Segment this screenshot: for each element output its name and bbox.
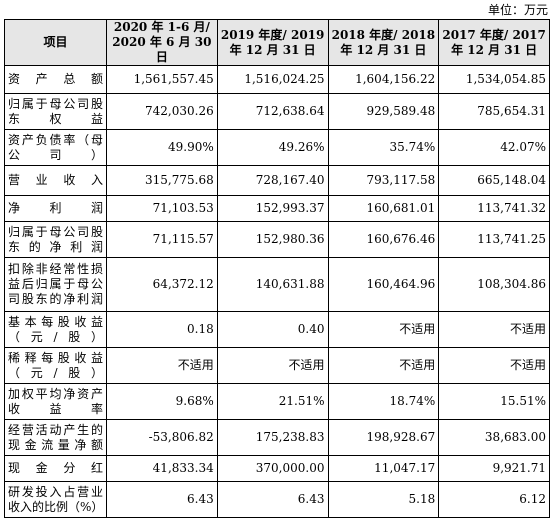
header-2017: 2017 年度/ 2017 年 12 月 31 日 (438, 19, 550, 66)
row-label: 净利润 (4, 195, 107, 222)
header-item: 项目 (4, 19, 107, 66)
cell-value: 665,148.04 (438, 165, 550, 196)
cell-value: 1,534,054.85 (438, 65, 550, 94)
header-2020-h1: 2020 年 1-6 月/ 2020 年 6 月 30 日 (106, 19, 218, 66)
table-row: 归属于母公司股东的净利润 71,115.57 152,980.36 160,676.4… (4, 221, 550, 258)
cell-value: 370,000.00 (216, 455, 329, 482)
cell-value: 15.51% (438, 383, 550, 420)
cell-value: 6.12 (438, 481, 550, 518)
row-label: 基本每股收益（元/股） (4, 311, 107, 348)
cell-value: 6.43 (106, 481, 218, 518)
cell-value: 6.43 (216, 481, 329, 518)
cell-value: 71,103.53 (106, 195, 218, 222)
cell-value: 315,775.68 (106, 165, 218, 196)
table-row: 稀释每股收益（元/股） 不适用 不适用 不适用 不适用 (4, 347, 550, 384)
cell-value: 160,464.96 (327, 257, 440, 312)
table-row: 基本每股收益（元/股） 0.18 0.40 不适用 不适用 (4, 311, 550, 348)
cell-value: 11,047.17 (327, 455, 440, 482)
cell-value: 不适用 (106, 347, 218, 384)
row-label: 归属于母公司股东权益 (4, 93, 107, 130)
row-label: 资产负债率（母公司） (4, 129, 107, 166)
row-label: 现金分红 (4, 455, 107, 482)
cell-value: 113,741.32 (438, 195, 550, 222)
cell-value: 152,980.36 (216, 221, 329, 258)
cell-value: 175,238.83 (216, 419, 329, 456)
cell-value: -53,806.82 (106, 419, 218, 456)
cell-value: 不适用 (216, 347, 329, 384)
cell-value: 160,676.46 (327, 221, 440, 258)
cell-value: 不适用 (327, 311, 440, 348)
cell-value: 113,741.25 (438, 221, 550, 258)
cell-value: 160,681.01 (327, 195, 440, 222)
row-label: 研发投入占营业收入的比例（%） (4, 481, 107, 518)
financial-summary-table: 项目 2020 年 1-6 月/ 2020 年 6 月 30 日 2019 年度… (4, 19, 550, 518)
cell-value: 38,683.00 (438, 419, 550, 456)
cell-value: 不适用 (438, 347, 550, 384)
cell-value: 793,117.58 (327, 165, 440, 196)
table-row: 加权平均净资产收益率 9.68% 21.51% 18.74% 15.51% (4, 383, 550, 420)
header-2019: 2019 年度/ 2019 年 12 月 31 日 (216, 19, 329, 66)
cell-value: 不适用 (327, 347, 440, 384)
cell-value: 49.26% (216, 129, 329, 166)
cell-value: 140,631.88 (216, 257, 329, 312)
cell-value: 9.68% (106, 383, 218, 420)
cell-value: 929,589.48 (327, 93, 440, 130)
row-label: 稀释每股收益（元/股） (4, 347, 107, 384)
cell-value: 5.18 (327, 481, 440, 518)
cell-value: 18.74% (327, 383, 440, 420)
row-label: 加权平均净资产收益率 (4, 383, 107, 420)
row-label: 扣除非经常性损益后归属于母公司股东的净利润 (4, 257, 107, 312)
cell-value: 71,115.57 (106, 221, 218, 258)
row-label: 归属于母公司股东的净利润 (4, 221, 107, 258)
table-row: 营业收入 315,775.68 728,167.40 793,117.58 665,14… (4, 165, 550, 196)
cell-value: 712,638.64 (216, 93, 329, 130)
cell-value: 49.90% (106, 129, 218, 166)
table-row: 归属于母公司股东权益 742,030.26 712,638.64 929,589.48… (4, 93, 550, 130)
cell-value: 42.07% (438, 129, 550, 166)
table-row: 资产负债率（母公司） 49.90% 49.26% 35.74% 42.07% (4, 129, 550, 166)
row-label: 资产总额 (4, 65, 107, 94)
table-row: 经营活动产生的现金流量净额 -53,806.82 175,238.83 198,928… (4, 419, 550, 456)
table-row: 现金分红 41,833.34 370,000.00 11,047.17 9,921.71 (4, 455, 550, 482)
unit-label: 单位：万元 (487, 3, 548, 17)
cell-value: 198,928.67 (327, 419, 440, 456)
cell-value: 41,833.34 (106, 455, 218, 482)
cell-value: 不适用 (438, 311, 550, 348)
cell-value: 1,561,557.45 (106, 65, 218, 94)
cell-value: 742,030.26 (106, 93, 218, 130)
table-row: 净利润 71,103.53 152,993.37 160,681.01 113,741.… (4, 195, 550, 222)
cell-value: 9,921.71 (438, 455, 550, 482)
cell-value: 785,654.31 (438, 93, 550, 130)
cell-value: 108,304.86 (438, 257, 550, 312)
table-row: 资产总额 1,561,557.45 1,516,024.25 1,604,156.22… (4, 65, 550, 94)
table-header-row: 项目 2020 年 1-6 月/ 2020 年 6 月 30 日 2019 年度… (4, 19, 550, 66)
cell-value: 1,604,156.22 (327, 65, 440, 94)
cell-value: 21.51% (216, 383, 329, 420)
cell-value: 152,993.37 (216, 195, 329, 222)
cell-value: 0.18 (106, 311, 218, 348)
header-2018: 2018 年度/ 2018 年 12 月 31 日 (327, 19, 440, 66)
table-row: 扣除非经常性损益后归属于母公司股东的净利润 64,372.12 140,631.88… (4, 257, 550, 312)
cell-value: 728,167.40 (216, 165, 329, 196)
row-label: 经营活动产生的现金流量净额 (4, 419, 107, 456)
cell-value: 64,372.12 (106, 257, 218, 312)
cell-value: 1,516,024.25 (216, 65, 329, 94)
table-row: 研发投入占营业收入的比例（%） 6.43 6.43 5.18 6.12 (4, 481, 550, 518)
table-body: 资产总额 1,561,557.45 1,516,024.25 1,604,156.22… (4, 65, 550, 518)
cell-value: 35.74% (327, 129, 440, 166)
row-label: 营业收入 (4, 165, 107, 196)
cell-value: 0.40 (216, 311, 329, 348)
